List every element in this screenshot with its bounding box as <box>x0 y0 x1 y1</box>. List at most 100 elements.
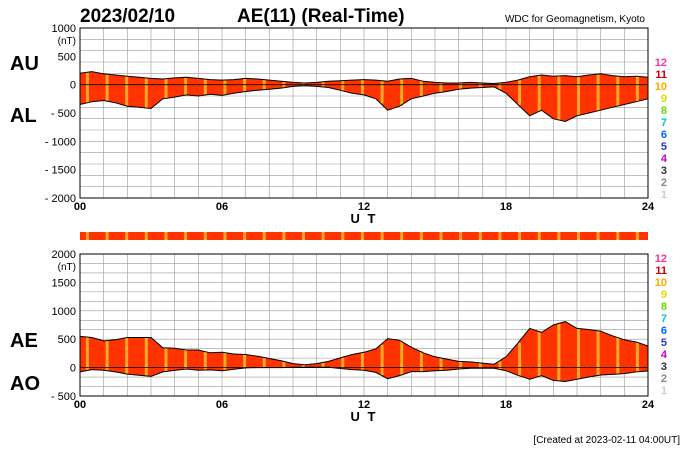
legend-level-7: 7 <box>661 117 667 129</box>
highlight-bar <box>341 357 345 369</box>
strip-segment <box>459 232 463 240</box>
strip-segment <box>439 232 443 240</box>
highlight-bar <box>596 74 600 112</box>
x-tick-label: 24 <box>642 399 655 411</box>
strip-segment <box>341 232 345 240</box>
highlight-bar <box>321 362 325 368</box>
y-tick-label: 1500 <box>52 277 76 289</box>
highlight-bar <box>223 352 227 371</box>
strip-segment <box>282 232 286 240</box>
highlight-bar <box>223 80 227 96</box>
lower-series-label: AL <box>10 105 37 127</box>
y-tick-label: - 2000 <box>45 193 76 205</box>
highlight-bar <box>243 78 247 92</box>
legend-level-6: 6 <box>661 325 667 337</box>
highlight-bar <box>537 331 541 377</box>
highlight-bar <box>518 342 522 376</box>
highlight-bar <box>184 77 188 96</box>
x-tick-label: 00 <box>74 201 86 213</box>
strip-segment <box>302 232 305 240</box>
legend-level-1: 1 <box>661 189 667 201</box>
highlight-bar <box>439 357 443 371</box>
strip-segment <box>360 232 364 240</box>
x-tick-label: 24 <box>642 201 655 213</box>
legend-level-4: 4 <box>661 349 668 361</box>
highlight-bar <box>459 361 463 369</box>
highlight-bar <box>419 80 423 97</box>
strip-segment <box>498 232 502 240</box>
footer-created: [Created at 2023-02-11 04:00UT] <box>533 435 680 446</box>
legend-level-1: 1 <box>661 385 667 397</box>
highlight-bar <box>243 354 247 369</box>
strip-segment <box>243 232 247 240</box>
highlight-bar <box>635 76 639 102</box>
highlight-bar <box>262 357 266 368</box>
legend-level-3: 3 <box>661 165 667 177</box>
highlight-bar <box>360 352 364 371</box>
y-tick-label: 1000 <box>52 306 76 318</box>
highlight-bar <box>302 364 305 368</box>
legend-level-2: 2 <box>661 373 667 385</box>
y-tick-label: - 1000 <box>45 136 76 148</box>
strip-segment <box>85 232 89 240</box>
strip-segment <box>144 232 148 240</box>
y-tick-label: 1000 <box>52 23 76 35</box>
series-line-au <box>79 71 649 85</box>
legend-level-10: 10 <box>655 277 667 289</box>
legend-level-11: 11 <box>655 69 667 81</box>
highlight-bar <box>144 77 148 108</box>
highlight-bar <box>184 349 188 370</box>
highlight-bar <box>125 337 129 374</box>
band-fill <box>80 71 648 122</box>
strip-segment <box>419 232 423 240</box>
upper-series-label: AU <box>10 53 39 75</box>
strip-segment <box>616 232 620 240</box>
highlight-bar <box>616 337 620 375</box>
highlight-bar <box>596 330 600 376</box>
strip-segment <box>635 232 639 240</box>
chart-title: AE(11) (Real-Time) <box>237 6 405 27</box>
highlight-bar <box>203 351 207 370</box>
highlight-bar <box>380 80 384 104</box>
highlight-bar <box>577 76 580 116</box>
highlight-bar <box>478 362 482 369</box>
highlight-bar <box>164 347 168 372</box>
highlight-bar <box>380 344 384 375</box>
strip-background <box>80 232 648 240</box>
legend-level-5: 5 <box>661 337 667 349</box>
strip-segment <box>203 232 207 240</box>
highlight-bar <box>537 75 541 112</box>
activity-strip <box>80 232 648 240</box>
y-tick-label: 500 <box>58 51 76 63</box>
strip-segment <box>557 232 561 240</box>
legend-level-12: 12 <box>655 57 667 69</box>
highlight-bar <box>85 72 89 104</box>
legend-level-6: 6 <box>661 129 667 141</box>
legend-level-9: 9 <box>661 289 667 301</box>
ae-ao-panel: 2000 1500 1000 500 0 - 500 (nT) 00 06 12 18 24 U T AE… <box>10 249 655 424</box>
x-axis-label: U T <box>351 409 378 424</box>
strip-segment <box>380 232 384 240</box>
highlight-bar <box>518 80 522 105</box>
highlight-bar <box>498 83 502 90</box>
legend-level-10: 10 <box>655 81 667 93</box>
x-tick-label: 12 <box>358 399 370 411</box>
highlight-bar <box>282 361 286 368</box>
strip-segment <box>400 232 404 240</box>
highlight-bar <box>164 78 168 99</box>
highlight-bar <box>478 82 482 88</box>
band-fill <box>80 321 648 382</box>
strip-segment <box>184 232 188 240</box>
x-tick-label: 18 <box>500 201 512 213</box>
strip-segment <box>262 232 266 240</box>
legend-level-8: 8 <box>661 301 667 313</box>
au-al-panel: 1000 500 0 - 500 - 1000 - 1500 - 2000 (nT) 00 06 1… <box>10 23 655 226</box>
strip-segment <box>164 232 168 240</box>
highlight-bar <box>144 337 148 376</box>
y-tick-label: 0 <box>70 80 76 92</box>
highlight-bar <box>105 340 109 371</box>
y-tick-label: - 500 <box>51 391 76 403</box>
series-line-ao <box>79 366 649 383</box>
